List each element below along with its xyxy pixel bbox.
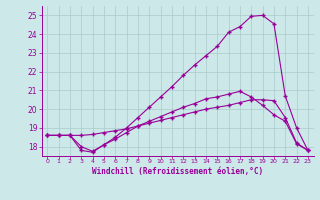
- X-axis label: Windchill (Refroidissement éolien,°C): Windchill (Refroidissement éolien,°C): [92, 167, 263, 176]
